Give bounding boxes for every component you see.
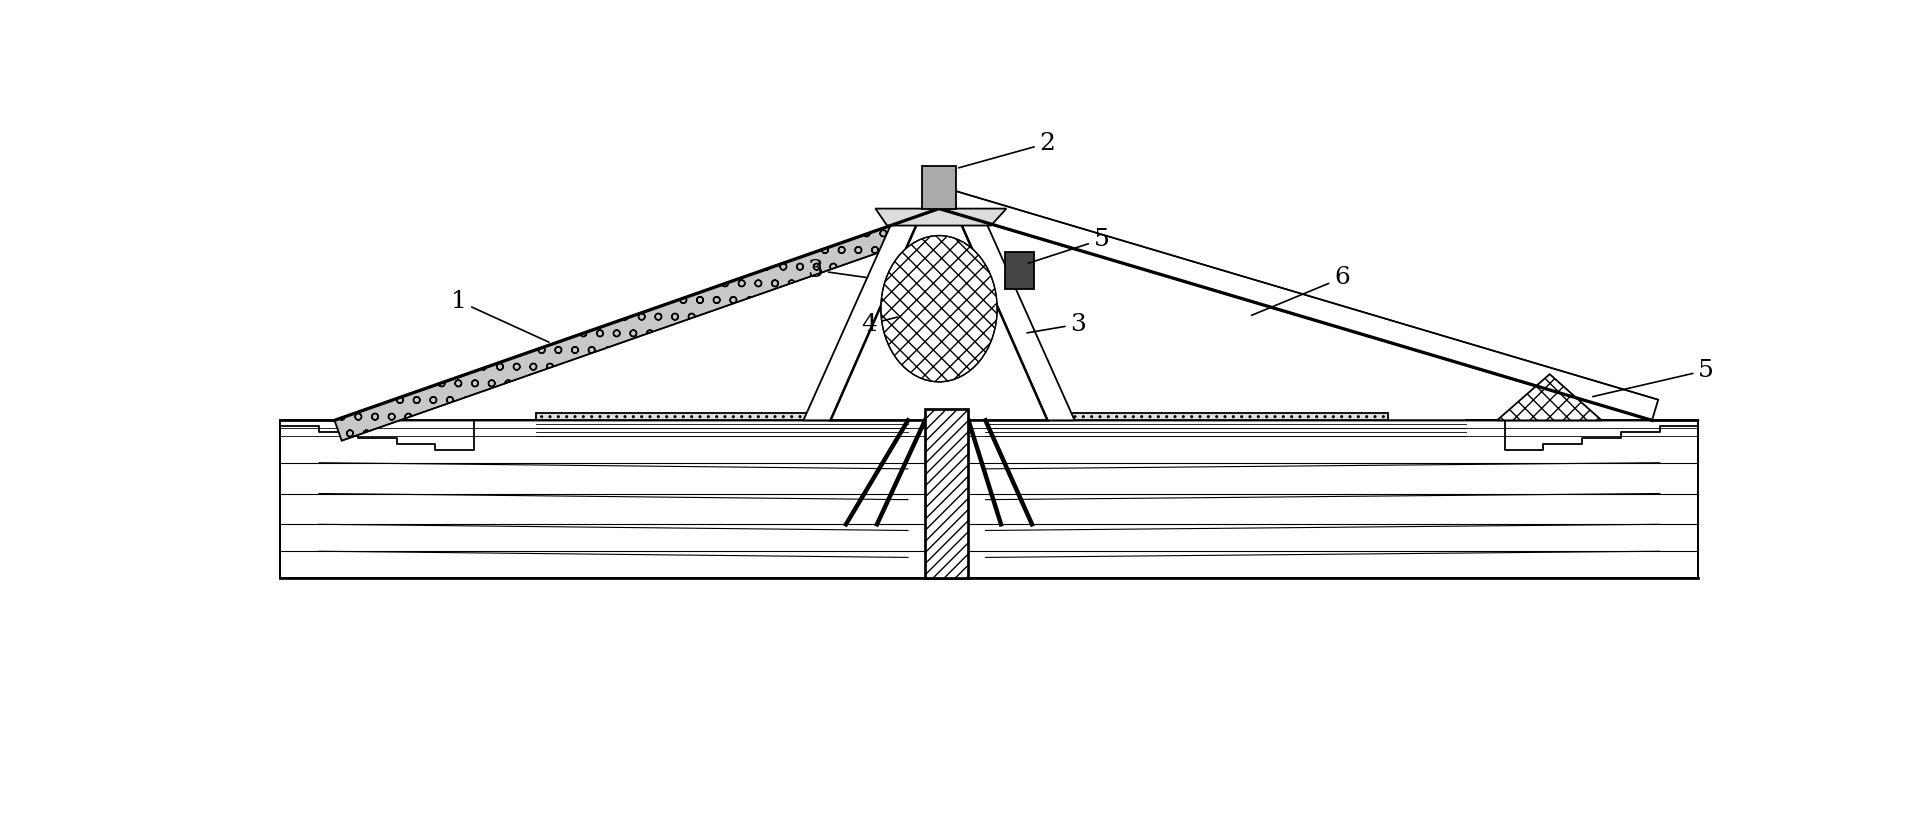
Text: 2: 2 (958, 132, 1055, 168)
Polygon shape (1047, 412, 1389, 420)
Polygon shape (956, 213, 1074, 420)
Polygon shape (831, 213, 1047, 420)
Bar (925, 409, 968, 578)
Text: 6: 6 (1252, 266, 1350, 315)
Polygon shape (334, 208, 947, 441)
Text: 5: 5 (1028, 228, 1109, 263)
Text: 5: 5 (1592, 359, 1714, 396)
Bar (922, 166, 956, 208)
Text: 4: 4 (862, 312, 898, 336)
Polygon shape (939, 208, 1698, 420)
Polygon shape (1497, 374, 1602, 420)
Text: 3: 3 (1028, 312, 1086, 336)
Bar (1005, 253, 1034, 290)
Polygon shape (280, 420, 1698, 578)
Polygon shape (935, 202, 956, 229)
Polygon shape (875, 208, 1007, 225)
Polygon shape (280, 208, 939, 420)
Polygon shape (939, 188, 1658, 420)
Polygon shape (535, 412, 831, 420)
Polygon shape (804, 213, 922, 420)
Ellipse shape (881, 235, 997, 382)
Text: 1: 1 (450, 290, 549, 342)
Text: 3: 3 (808, 259, 866, 281)
